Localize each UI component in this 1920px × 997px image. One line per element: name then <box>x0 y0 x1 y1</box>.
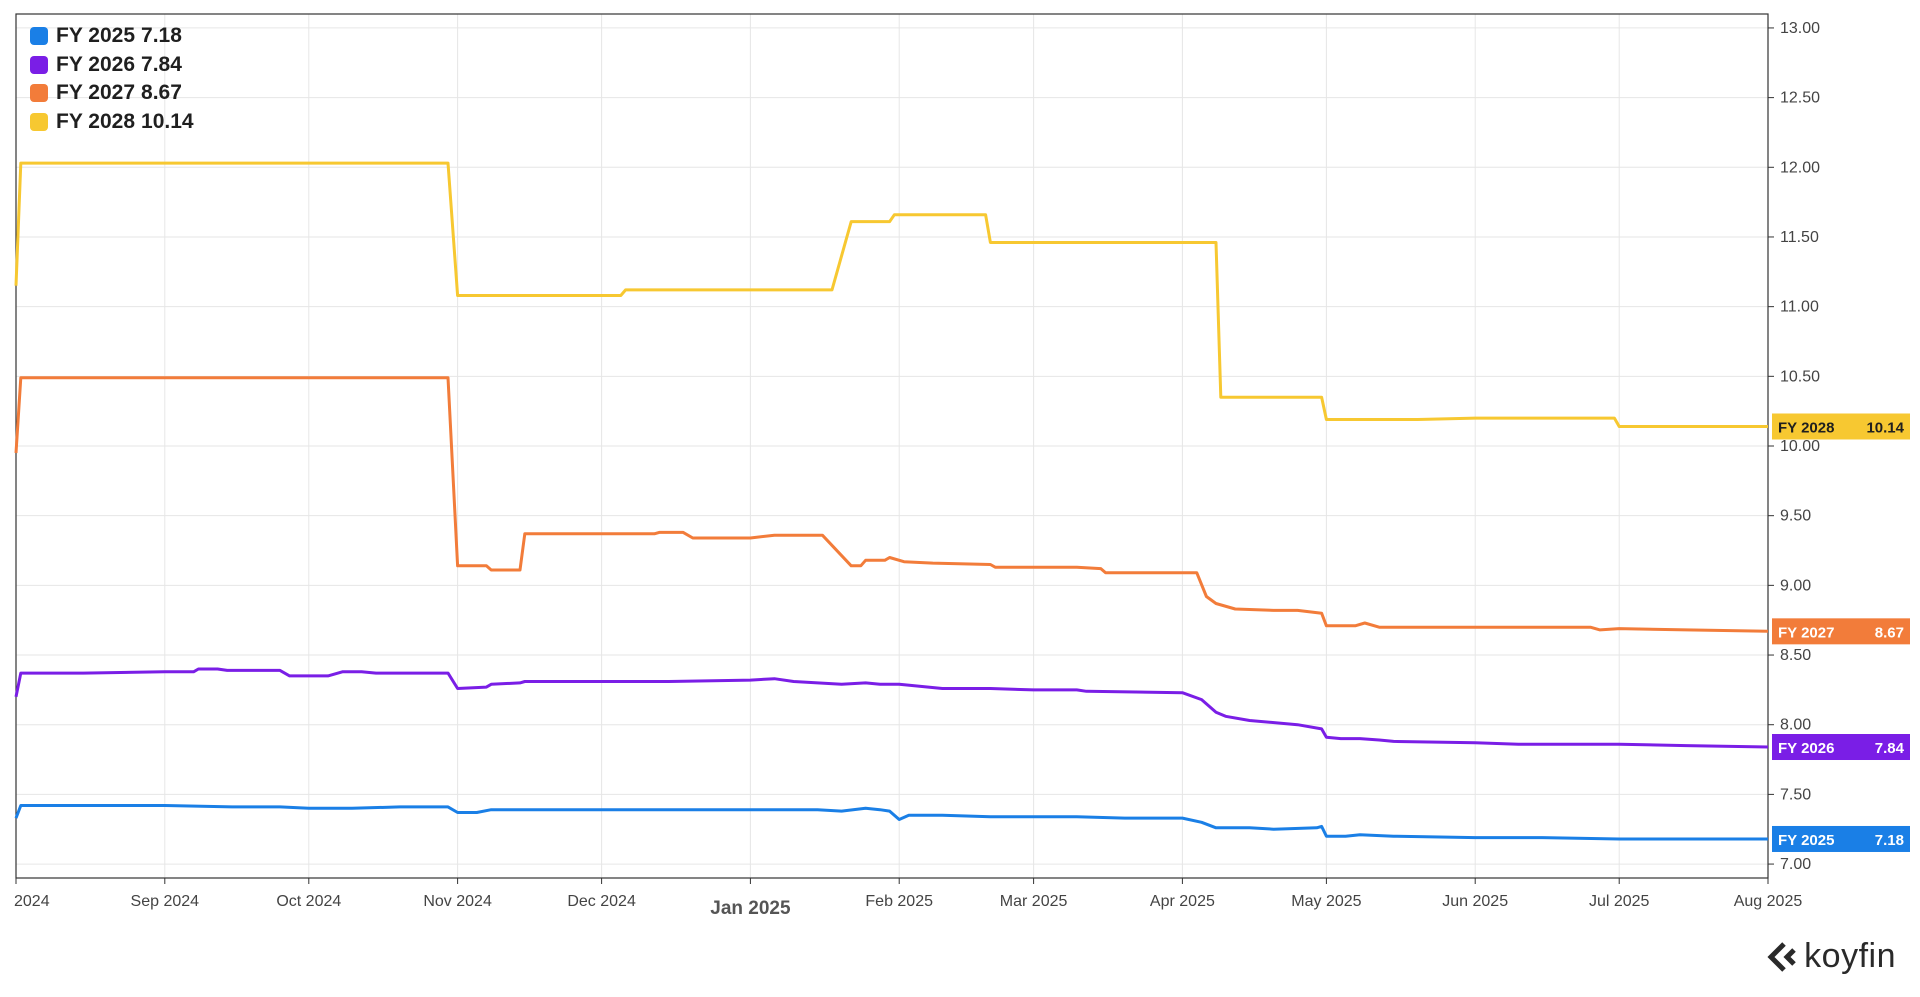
y-tick-label: 9.50 <box>1780 508 1811 525</box>
last-value-tag <box>1772 618 1910 645</box>
x-tick-label: Jan 2025 <box>710 898 791 919</box>
x-tick-label: Jul 2025 <box>1589 893 1650 910</box>
legend-series-name: FY 2026 <box>56 52 136 76</box>
legend-series-value: 8.67 <box>141 81 182 105</box>
y-tick-label: 8.50 <box>1780 647 1811 664</box>
last-value-tag-value: 7.84 <box>1875 740 1905 757</box>
last-value-tag-value: 10.14 <box>1866 419 1904 436</box>
last-value-tag <box>1772 413 1910 440</box>
last-value-tag-name: FY 2026 <box>1778 740 1834 757</box>
koyfin-logo: koyfin <box>1766 937 1896 976</box>
legend-swatch-fy2025 <box>30 27 48 46</box>
last-value-tag-name: FY 2028 <box>1778 419 1834 436</box>
x-tick-label: Jun 2025 <box>1442 893 1508 910</box>
chart-legend: FY 2025 7.18 FY 2026 7.84 FY 2027 8.67 F… <box>30 22 194 136</box>
legend-series-name: FY 2027 <box>56 81 136 105</box>
x-tick-label: Aug 2025 <box>1734 893 1803 910</box>
legend-series-value: 7.18 <box>141 24 182 48</box>
x-tick-label: Mar 2025 <box>1000 893 1068 910</box>
x-tick-label: Sep 2024 <box>131 893 200 910</box>
series-line-fy2027 <box>14 376 1769 633</box>
last-value-tag <box>1772 734 1910 761</box>
koyfin-chevron-icon <box>1767 941 1796 972</box>
x-tick-label: Oct 2024 <box>276 893 341 910</box>
last-value-tag-value: 7.18 <box>1875 832 1904 849</box>
x-tick-label: 2024 <box>14 893 50 910</box>
legend-series-value: 10.14 <box>141 109 194 133</box>
y-tick-label: 10.00 <box>1780 438 1820 455</box>
last-value-tag <box>1772 825 1910 852</box>
y-tick-label: 10.50 <box>1780 368 1820 385</box>
last-value-tag-name: FY 2025 <box>1778 832 1834 849</box>
y-tick-label: 7.00 <box>1780 856 1811 873</box>
legend-swatch-fy2027 <box>30 84 48 103</box>
legend-item-fy2027[interactable]: FY 2027 8.67 <box>30 79 194 108</box>
series-line-fy2026 <box>14 667 1769 749</box>
legend-series-name: FY 2025 <box>56 24 136 48</box>
legend-item-fy2026[interactable]: FY 2026 7.84 <box>30 51 194 80</box>
y-tick-label: 12.00 <box>1780 159 1820 176</box>
legend-series-value: 7.84 <box>141 52 182 76</box>
y-tick-label: 7.50 <box>1780 786 1811 803</box>
y-tick-label: 9.00 <box>1780 577 1811 594</box>
series-line-fy2028 <box>14 161 1768 428</box>
y-tick-label: 11.50 <box>1780 229 1819 246</box>
series-line-fy2025 <box>14 804 1768 841</box>
legend-series-name: FY 2028 <box>56 109 136 133</box>
x-tick-label: Dec 2024 <box>567 893 636 910</box>
legend-item-fy2025[interactable]: FY 2025 7.18 <box>30 22 194 51</box>
last-value-tag-value: 8.67 <box>1875 624 1904 641</box>
y-tick-label: 8.00 <box>1780 717 1811 734</box>
legend-swatch-fy2026 <box>30 55 48 74</box>
legend-item-fy2028[interactable]: FY 2028 10.14 <box>30 108 194 137</box>
brand-name: koyfin <box>1804 937 1896 975</box>
x-tick-label: Nov 2024 <box>423 893 492 910</box>
x-tick-label: Apr 2025 <box>1150 893 1215 910</box>
y-tick-label: 12.50 <box>1780 90 1820 107</box>
y-tick-label: 13.00 <box>1780 20 1820 37</box>
y-tick-label: 11.00 <box>1780 299 1819 316</box>
x-tick-label: May 2025 <box>1291 893 1361 910</box>
last-value-tag-name: FY 2027 <box>1778 624 1834 641</box>
x-tick-label: Feb 2025 <box>865 893 933 910</box>
legend-swatch-fy2028 <box>30 112 48 131</box>
